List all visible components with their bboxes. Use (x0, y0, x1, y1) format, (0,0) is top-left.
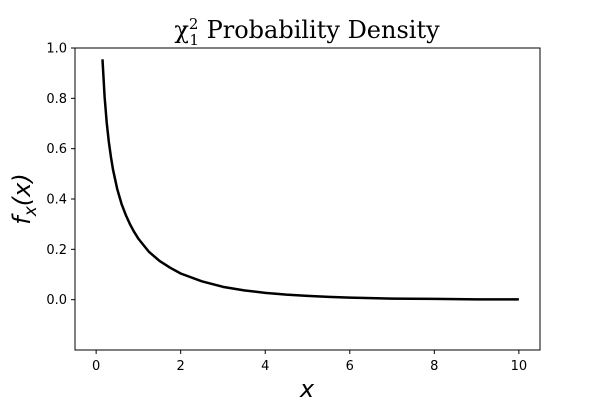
y-tick-label: 0.0 (46, 293, 67, 308)
y-axis-label: fx(x) (8, 173, 41, 224)
x-axis-label: x (299, 375, 315, 400)
y-tick-label: 0.6 (46, 142, 67, 157)
chart-title-superscript: 2 (189, 15, 199, 33)
density-curve (101, 59, 519, 301)
y-tick-label: 0.8 (46, 92, 67, 107)
x-tick-label: 4 (261, 359, 269, 374)
y-tick-label: 1.0 (46, 42, 67, 57)
x-tick-label: 10 (511, 359, 528, 374)
chart-title-subscript: 1 (189, 31, 199, 49)
plot-frame (74, 47, 541, 351)
x-tick-label: 0 (92, 359, 100, 374)
x-tick-label: 2 (177, 359, 185, 374)
y-axis-label-rest: (x) (8, 173, 36, 206)
x-tick-label: 6 (346, 359, 354, 374)
y-tick-label: 0.2 (46, 243, 67, 258)
ticks-group: 0 2 4 6 8 10 0.0 0.2 0.4 0.6 0.8 1.0 (46, 42, 527, 375)
y-axis-label-subscript: x (21, 205, 41, 217)
plot-lines-group (101, 59, 519, 301)
chart-title-text: Probability Density (199, 16, 440, 44)
chart-title: χ2 1 Probability Density (174, 15, 440, 49)
x-tick-label: 8 (430, 359, 438, 374)
y-tick-label: 0.4 (46, 193, 67, 208)
chart-title-chi: χ (174, 16, 189, 44)
